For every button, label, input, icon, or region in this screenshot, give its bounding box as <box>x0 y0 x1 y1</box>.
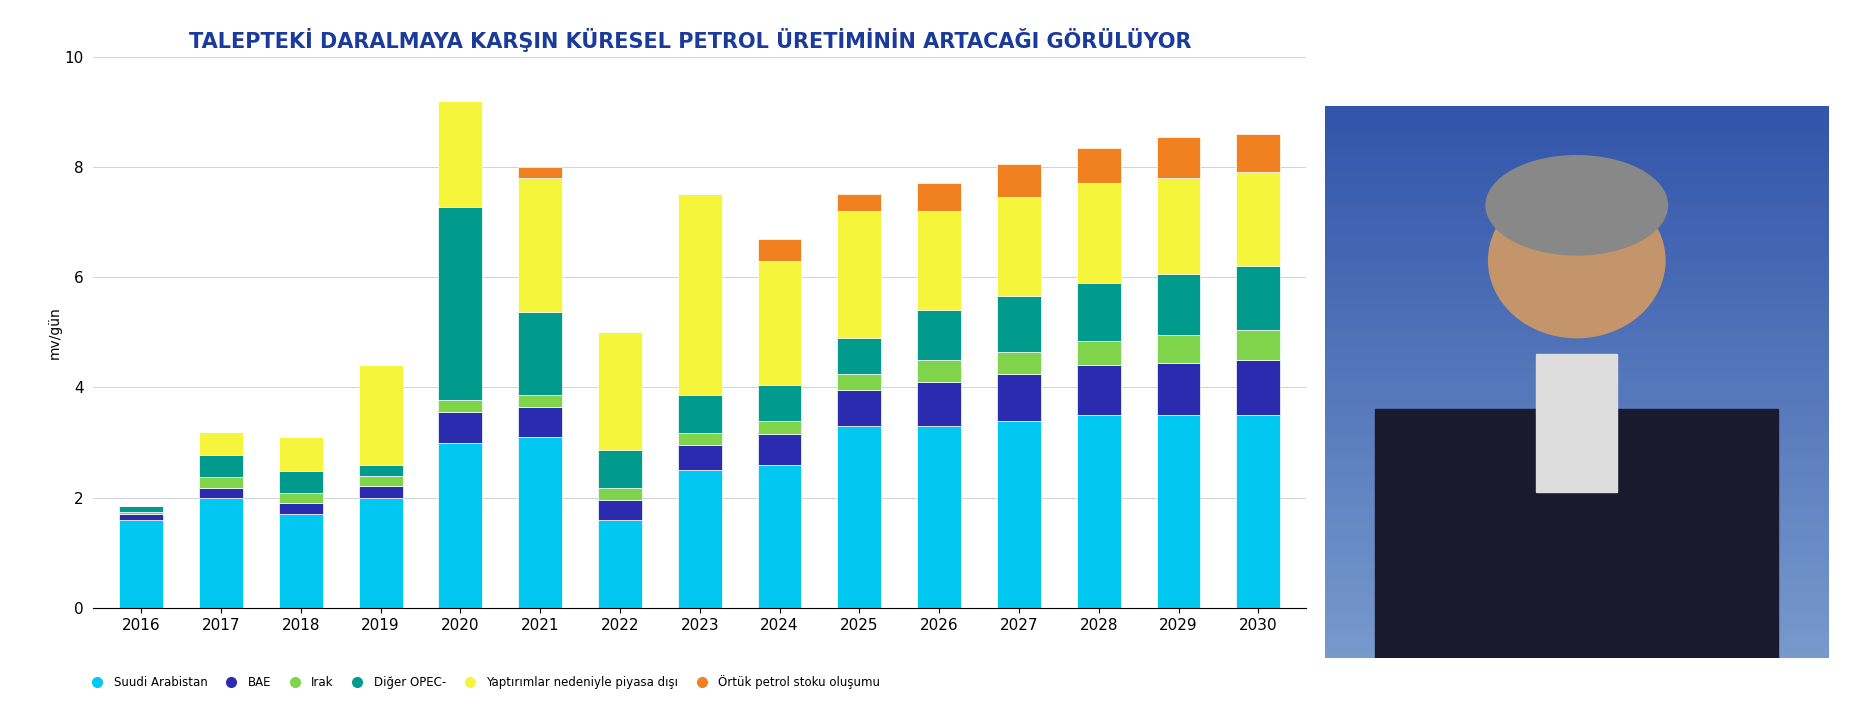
Bar <box>1536 354 1618 492</box>
Bar <box>918 211 961 310</box>
Bar <box>358 366 403 464</box>
Bar <box>758 238 802 261</box>
Text: TALEPTEKİ DARALMAYA KARŞIN KÜRESEL PETROL ÜRETİMİNİN ARTACAĞI GÖRÜLÜYOR: TALEPTEKİ DARALMAYA KARŞIN KÜRESEL PETRO… <box>188 28 1192 52</box>
Bar <box>278 514 323 608</box>
Bar <box>119 520 162 608</box>
Bar <box>758 434 802 464</box>
Bar <box>519 395 562 407</box>
Bar <box>200 498 243 608</box>
Bar <box>918 310 961 360</box>
Ellipse shape <box>1489 183 1664 338</box>
Bar <box>519 178 562 312</box>
Bar <box>358 464 403 476</box>
Bar <box>200 455 243 477</box>
Bar <box>838 390 881 426</box>
Bar <box>358 486 403 498</box>
Bar <box>519 437 562 608</box>
Bar <box>200 488 243 498</box>
Bar <box>996 164 1041 197</box>
Bar <box>597 489 642 501</box>
Bar <box>1237 173 1280 266</box>
Bar <box>996 296 1041 351</box>
Bar <box>677 470 722 608</box>
Bar <box>677 445 722 470</box>
Bar <box>996 197 1041 296</box>
Ellipse shape <box>1485 156 1668 255</box>
Legend: Suudi Arabistan, BAE, Irak, Diğer OPEC-, Yaptırımlar nedeniyle piyasa dışı, Örtü: Suudi Arabistan, BAE, Irak, Diğer OPEC-,… <box>80 671 884 694</box>
Bar <box>439 207 481 400</box>
Bar <box>439 412 481 443</box>
Bar <box>1157 335 1200 363</box>
Bar <box>278 503 323 514</box>
Bar <box>1157 363 1200 415</box>
Bar <box>597 501 642 520</box>
Bar <box>1077 366 1121 415</box>
Bar <box>838 194 881 211</box>
Bar <box>1077 415 1121 608</box>
Bar <box>1157 415 1200 608</box>
Bar <box>519 312 562 395</box>
Bar <box>838 211 881 338</box>
Y-axis label: mv/gün: mv/gün <box>47 306 62 358</box>
Bar <box>1077 283 1121 341</box>
Bar <box>838 426 881 608</box>
Bar <box>1077 183 1121 283</box>
Bar <box>119 514 162 520</box>
Bar <box>278 493 323 503</box>
Bar <box>119 511 162 514</box>
Bar <box>519 407 562 437</box>
Bar <box>439 400 481 412</box>
Bar <box>758 421 802 434</box>
Bar <box>838 338 881 373</box>
Bar <box>278 472 323 493</box>
Bar <box>677 395 722 433</box>
Bar <box>1157 136 1200 178</box>
Bar <box>597 450 642 489</box>
Bar <box>758 261 802 385</box>
Bar <box>1237 266 1280 329</box>
Bar <box>918 360 961 382</box>
Bar <box>1237 134 1280 173</box>
Bar <box>519 167 562 178</box>
Bar <box>119 506 162 511</box>
Bar <box>358 476 403 486</box>
Bar <box>758 464 802 608</box>
Bar <box>439 100 481 207</box>
Bar <box>358 498 403 608</box>
Bar <box>918 382 961 426</box>
Bar <box>758 385 802 421</box>
Bar <box>918 183 961 211</box>
Bar <box>278 437 323 472</box>
Bar <box>1237 329 1280 360</box>
Bar <box>996 421 1041 608</box>
Bar <box>1375 409 1778 658</box>
Bar <box>1157 274 1200 335</box>
Bar <box>677 194 722 395</box>
Bar <box>996 351 1041 373</box>
Bar <box>439 443 481 608</box>
Bar <box>1077 148 1121 183</box>
Bar <box>838 373 881 390</box>
Bar <box>200 431 243 455</box>
Bar <box>918 426 961 608</box>
Bar <box>200 477 243 488</box>
Bar <box>597 332 642 450</box>
Bar <box>996 373 1041 421</box>
Bar <box>1237 360 1280 415</box>
Bar <box>1157 178 1200 274</box>
Bar <box>597 520 642 608</box>
Bar <box>1237 415 1280 608</box>
Bar <box>677 433 722 445</box>
Bar <box>1077 341 1121 366</box>
